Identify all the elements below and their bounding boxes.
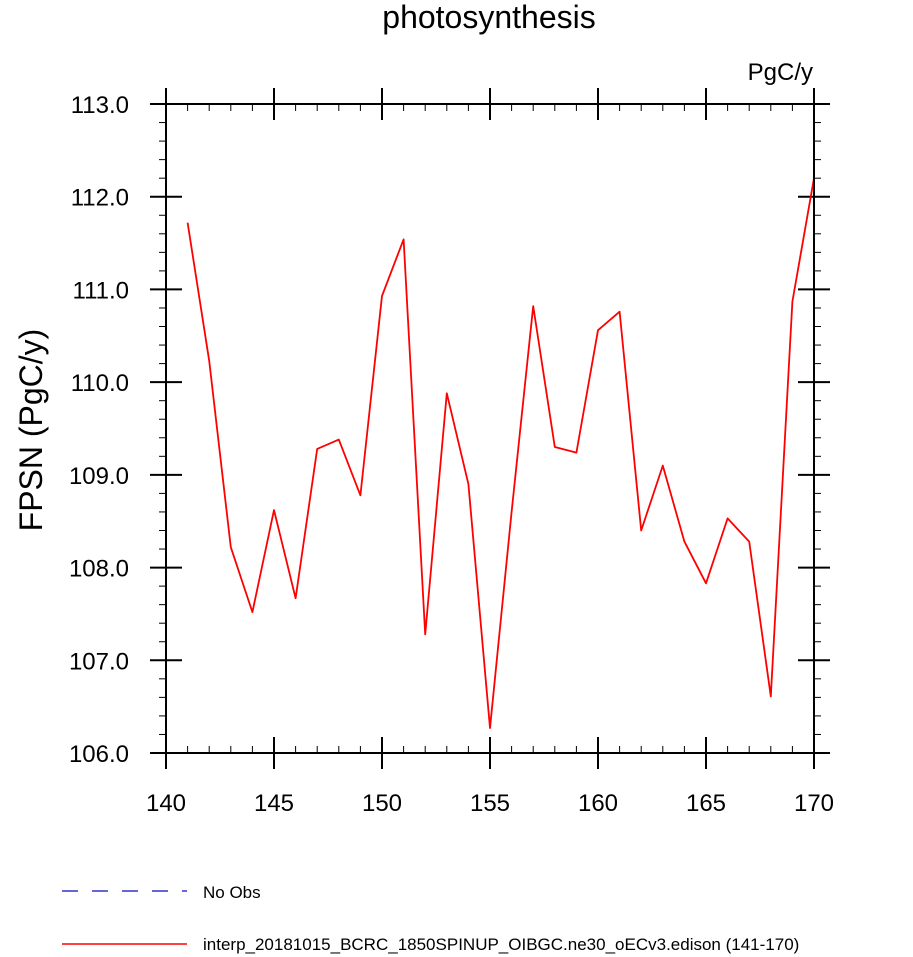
plot-frame (165, 103, 815, 754)
x-tick-label: 150 (362, 790, 402, 817)
series-line-0 (186, 178, 815, 729)
units-label: PgC/y (748, 59, 813, 86)
x-tick-label: 170 (794, 790, 834, 817)
legend-label-model: interp_20181015_BCRC_1850SPINUP_OIBGC.ne… (203, 935, 799, 954)
axis-ticks (150, 88, 830, 769)
legend: No Obs interp_20181015_BCRC_1850SPINUP_O… (62, 883, 799, 954)
y-axis-label: FPSN (PgC/y) (13, 329, 49, 532)
y-tick-label: 109.0 (69, 463, 129, 490)
y-tick-label: 112.0 (71, 185, 129, 212)
y-tick-label: 106.0 (69, 741, 129, 768)
series-layer (186, 178, 815, 729)
x-tick-label: 160 (578, 790, 618, 817)
chart-title: photosynthesis (382, 0, 595, 35)
x-tick-label: 155 (470, 790, 510, 817)
x-tick-label: 165 (686, 790, 726, 817)
x-tick-label: 145 (254, 790, 294, 817)
y-tick-label: 111.0 (73, 277, 130, 304)
y-tick-label: 108.0 (69, 556, 129, 583)
y-tick-label: 113.0 (71, 92, 129, 119)
y-tick-label: 110.0 (71, 370, 129, 397)
legend-label-no-obs: No Obs (203, 883, 261, 902)
x-tick-label: 140 (146, 790, 186, 817)
y-tick-label: 107.0 (69, 648, 129, 675)
tick-labels: 140 145 150 155 160 165 170 106.0 107.0 108.0 109.… (69, 92, 834, 817)
